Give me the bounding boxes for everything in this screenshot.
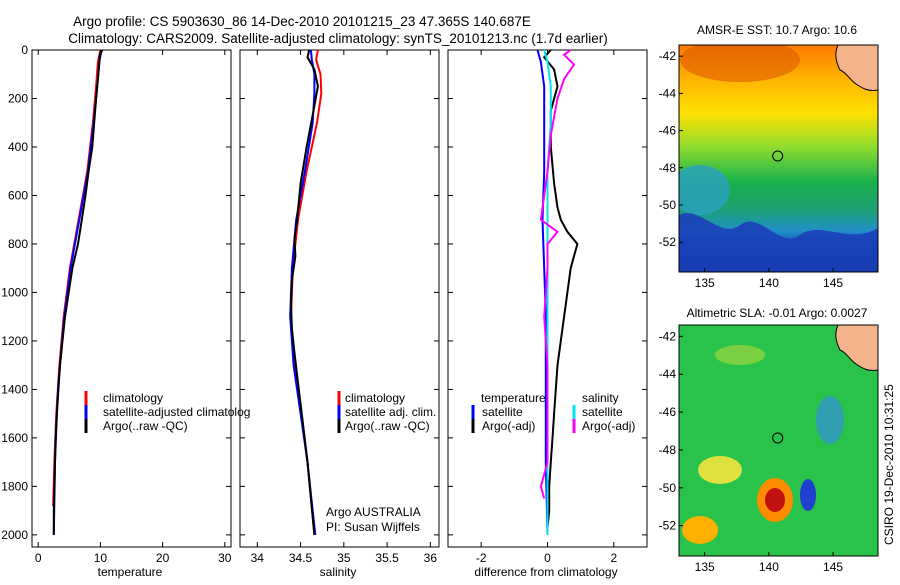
sla_map-xtick-label: 140 — [759, 560, 779, 574]
temperature-xlabel: temperature — [98, 565, 163, 579]
legend-label-climatology: climatology — [103, 391, 163, 405]
sla_map-ytick-label: -48 — [659, 443, 677, 457]
temperature-xtick-label: 10 — [94, 551, 108, 565]
sst_map-xtick-label: 145 — [823, 276, 843, 290]
figure-title-line1: Argo profile: CS 5903630_86 14-Dec-2010 … — [73, 14, 531, 29]
temperature-ytick-label: 0 — [21, 43, 28, 57]
tasmania-land — [835, 325, 878, 371]
temperature-ytick-label: 800 — [8, 237, 28, 251]
temperature-ytick-label: 400 — [8, 140, 28, 154]
salinity-xtick-label: 35.5 — [375, 551, 399, 565]
difference-legend: temperature salinity satellite Argo(-adj… — [471, 391, 635, 433]
salinity-legend: climatology satellite adj. clim. Argo(..… — [326, 391, 436, 534]
difference-series-temperature-satellite — [536, 49, 549, 535]
difference-panel: -2 0 2 difference from climatology — [447, 49, 648, 579]
temperature-ytick-label: 600 — [8, 188, 28, 202]
temperature-panel: 0 10 20 30 0 200 400 600 800 1000 1200 1400 1600 1800… — [1, 43, 231, 579]
salinity-xtick-label: 34 — [251, 551, 265, 565]
sst-map-panel: AMSR-E SST: 10.7 Argo: 10.6 135 140 145 -42… — [659, 23, 879, 290]
temperature-xtick-label: 30 — [218, 551, 232, 565]
temperature-ytick-label: 200 — [8, 91, 28, 105]
salinity-xtick-label: 35 — [337, 551, 351, 565]
salinity-series-climatology — [289, 49, 323, 535]
temperature-ytick-label: 1600 — [1, 431, 28, 445]
sst-map-frame — [678, 44, 879, 273]
legend-label-argo: Argo(..raw -QC) — [103, 419, 188, 433]
difference-xtick-label: -2 — [476, 551, 487, 565]
temperature-ytick-label: 2000 — [1, 528, 28, 542]
tasmania-land — [835, 45, 878, 91]
legend-label-sal-argo: Argo(-adj) — [582, 419, 635, 433]
legend-title-temperature: temperature — [481, 391, 546, 405]
temperature-ytick-label: 1800 — [1, 479, 28, 493]
difference-xtick-label: 0 — [544, 551, 551, 565]
sst_map-ytick-label: -42 — [659, 49, 677, 63]
sst_map-ytick-label: -48 — [659, 161, 677, 175]
sla-map-title: Altimetric SLA: -0.01 Argo: 0.0027 — [687, 306, 868, 320]
legend-label-satellite: satellite adj. clim. — [345, 405, 436, 419]
sst_map-ytick-label: -50 — [659, 198, 677, 212]
difference-xlabel: difference from climatology — [474, 565, 617, 579]
sla_map-ytick-label: -46 — [659, 405, 677, 419]
sla_map-ytick-label: -44 — [659, 367, 677, 381]
temperature-ytick-label: 1400 — [1, 382, 28, 396]
sla_map-xtick-label: 145 — [823, 560, 843, 574]
sla-map-frame — [678, 324, 879, 557]
salinity-xtick-label: 36 — [424, 551, 438, 565]
temperature-xtick-label: 20 — [156, 551, 170, 565]
salinity-axes — [239, 49, 440, 548]
float-position-marker — [772, 150, 784, 162]
legend-label-argo: Argo(..raw -QC) — [345, 419, 430, 433]
sla-mid-patch — [682, 516, 718, 544]
sla_map-xtick-label: 135 — [695, 560, 715, 574]
sla-high-patch — [698, 456, 742, 484]
sst-cold-front — [679, 213, 878, 272]
temperature-axes — [31, 49, 232, 548]
temperature-ytick-label: 1000 — [1, 285, 28, 299]
credit-text: CSIRO 19-Dec-2010 10:31:25 — [882, 384, 896, 545]
salinity-xlabel: salinity — [320, 565, 357, 579]
salinity-xtick-label: 34.5 — [289, 551, 313, 565]
legend-label-climatology: climatology — [345, 391, 405, 405]
legend-label-temp-satellite: satellite — [482, 405, 523, 419]
sla-high-core — [765, 488, 785, 512]
sla-low-patch — [800, 479, 816, 511]
sst-map-title: AMSR-E SST: 10.7 Argo: 10.6 — [697, 23, 857, 37]
figure-title-line2: Climatology: CARS2009. Satellite-adjuste… — [68, 31, 608, 46]
sst-cold-tongue — [679, 165, 730, 215]
sla-mid-patch — [715, 345, 765, 365]
legend-label-satellite: satellite-adjusted climatolog — [103, 405, 250, 419]
sst_map-xtick-label: 135 — [695, 276, 715, 290]
sst_map-ytick-label: -46 — [659, 124, 677, 138]
difference-series-temperature-argo-adj- — [542, 49, 579, 528]
temperature-xtick-label: 0 — [35, 551, 42, 565]
sla_map-ytick-label: -50 — [659, 481, 677, 495]
legend-label-sal-satellite: satellite — [582, 405, 623, 419]
temperature-series-argo — [52, 49, 104, 535]
difference-series-salinity-argo-adj- — [539, 49, 576, 499]
salinity-series-argo — [289, 49, 319, 535]
sst_map-ytick-label: -52 — [659, 235, 677, 249]
data-source-text: Argo AUSTRALIA — [326, 505, 421, 519]
sst-warm-patch — [680, 45, 800, 82]
temperature-legend: climatology satellite-adjusted climatolo… — [84, 391, 250, 433]
legend-label-temp-argo: Argo(-adj) — [482, 419, 535, 433]
float-position-marker — [772, 432, 784, 444]
sla-mid-patch — [816, 396, 844, 444]
difference-xtick-label: 2 — [610, 551, 617, 565]
temperature-ytick-label: 1200 — [1, 334, 28, 348]
sst_map-xtick-label: 140 — [759, 276, 779, 290]
sla_map-ytick-label: -42 — [659, 329, 677, 343]
sst_map-ytick-label: -44 — [659, 86, 677, 100]
sla-map-panel: Altimetric SLA: -0.01 Argo: 0.0027 135 14… — [659, 306, 879, 574]
pi-text: PI: Susan Wijffels — [326, 520, 420, 534]
salinity-panel: 34 34.5 35 35.5 36 salinity — [239, 49, 440, 579]
sla_map-ytick-label: -52 — [659, 519, 677, 533]
legend-title-salinity: salinity — [582, 391, 619, 405]
